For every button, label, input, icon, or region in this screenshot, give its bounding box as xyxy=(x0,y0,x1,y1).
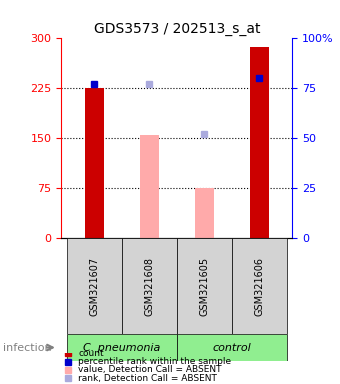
Bar xyxy=(195,188,214,238)
FancyBboxPatch shape xyxy=(232,238,287,334)
Text: rank, Detection Call = ABSENT: rank, Detection Call = ABSENT xyxy=(78,374,217,383)
Text: GSM321605: GSM321605 xyxy=(199,257,209,316)
FancyBboxPatch shape xyxy=(177,334,287,361)
Text: count: count xyxy=(78,349,104,358)
Text: infection: infection xyxy=(3,343,52,353)
Text: C. pneumonia: C. pneumonia xyxy=(83,343,160,353)
Text: GSM321606: GSM321606 xyxy=(254,257,265,316)
Bar xyxy=(85,88,104,238)
Text: percentile rank within the sample: percentile rank within the sample xyxy=(78,357,231,366)
Bar xyxy=(250,47,269,238)
Title: GDS3573 / 202513_s_at: GDS3573 / 202513_s_at xyxy=(94,22,260,36)
FancyBboxPatch shape xyxy=(122,238,177,334)
Text: value, Detection Call = ABSENT: value, Detection Call = ABSENT xyxy=(78,365,222,374)
Bar xyxy=(140,135,159,238)
FancyBboxPatch shape xyxy=(67,238,122,334)
FancyBboxPatch shape xyxy=(177,238,232,334)
Text: control: control xyxy=(212,343,251,353)
Text: GSM321607: GSM321607 xyxy=(89,257,99,316)
Text: GSM321608: GSM321608 xyxy=(144,257,154,316)
FancyBboxPatch shape xyxy=(67,334,177,361)
